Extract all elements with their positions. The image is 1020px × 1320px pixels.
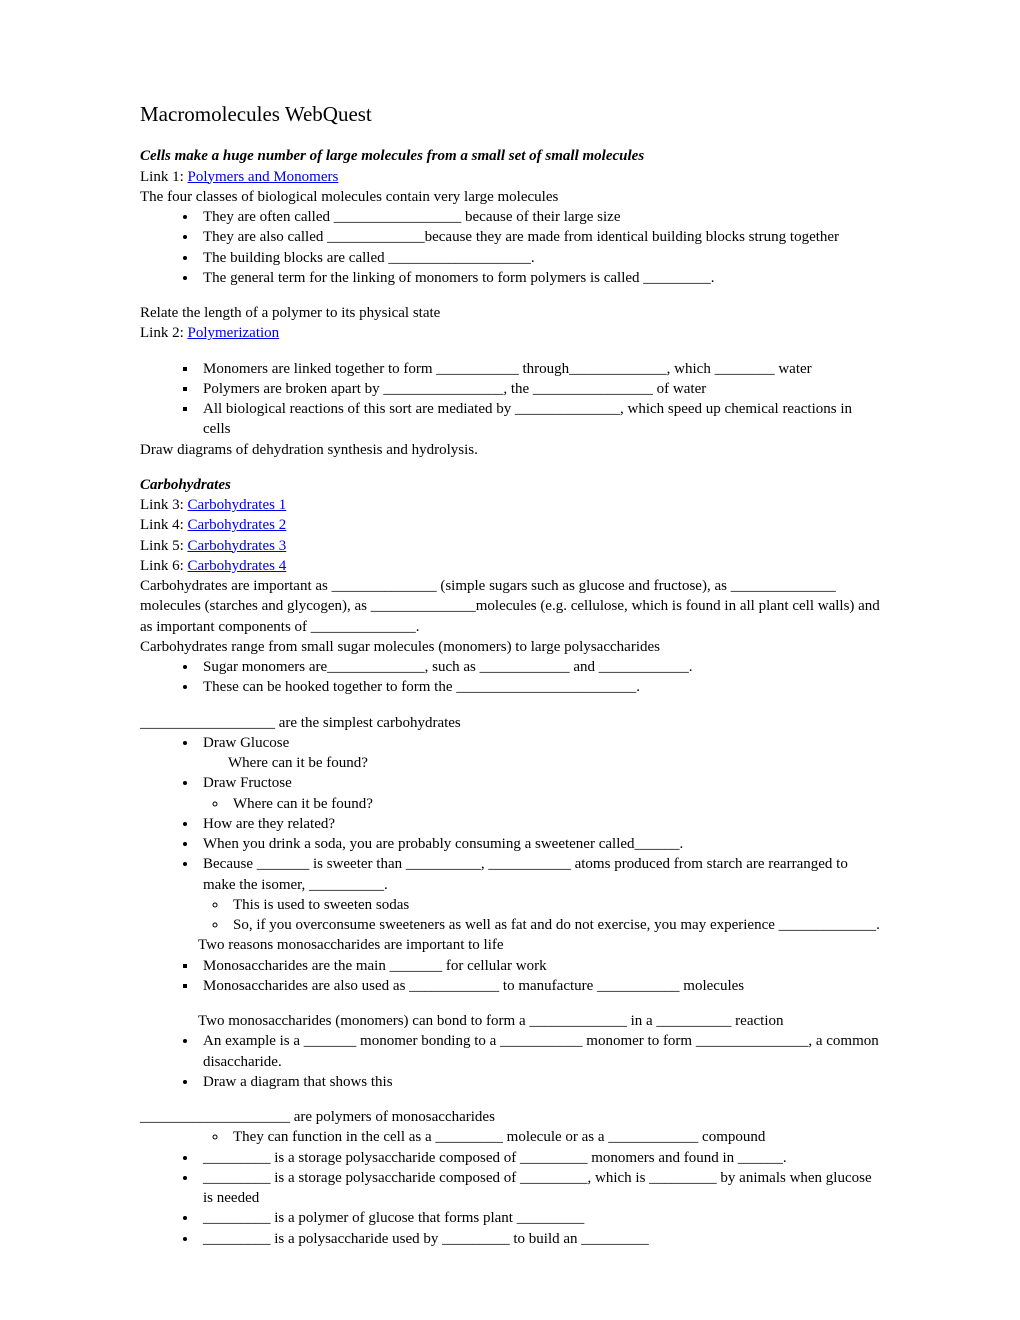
carbs-heading: Carbohydrates — [140, 475, 880, 495]
link6-line: Link 6: Carbohydrates 4 — [140, 556, 880, 576]
overconsume: So, if you overconsume sweeteners as wel… — [228, 915, 880, 935]
section1-bullet: The general term for the linking of mono… — [198, 268, 880, 288]
section2-outro: Draw diagrams of dehydration synthesis a… — [140, 440, 880, 460]
carbs-p2: Carbohydrates range from small sugar mol… — [140, 637, 880, 657]
link4-label: Link 4: — [140, 517, 188, 533]
section2-bullet: Monomers are linked together to form ___… — [198, 359, 880, 379]
two-reasons: Two reasons monosaccharides are importan… — [140, 935, 880, 955]
related-item: How are they related? — [198, 814, 880, 834]
link2-label: Link 2: — [140, 325, 188, 341]
link4[interactable]: Carbohydrates 2 — [188, 517, 287, 533]
link1-label: Link 1: — [140, 169, 188, 185]
polymers-line: ____________________ are polymers of mon… — [140, 1107, 880, 1127]
storage1: _________ is a storage polysaccharide co… — [198, 1148, 880, 1168]
link5[interactable]: Carbohydrates 3 — [188, 538, 287, 554]
link3-line: Link 3: Carbohydrates 1 — [140, 495, 880, 515]
fructose-item: Draw Fructose — [198, 773, 880, 793]
section2-bullet: Polymers are broken apart by ___________… — [198, 379, 880, 399]
link1[interactable]: Polymers and Monomers — [188, 169, 339, 185]
carbs-bullet: Sugar monomers are_____________, such as… — [198, 657, 880, 677]
link1-line: Link 1: Polymers and Monomers — [140, 167, 880, 187]
glucose-sub: Where can it be found? — [140, 753, 880, 773]
section1-bullet: The building blocks are called _________… — [198, 248, 880, 268]
soda-item: When you drink a soda, you are probably … — [198, 834, 880, 854]
function-item: They can function in the cell as a _____… — [228, 1127, 880, 1147]
sweeten-sodas: This is used to sweeten sodas — [228, 895, 880, 915]
link5-line: Link 5: Carbohydrates 3 — [140, 536, 880, 556]
page-title: Macromolecules WebQuest — [140, 100, 880, 128]
link3-label: Link 3: — [140, 497, 188, 513]
draw-diagram: Draw a diagram that shows this — [198, 1072, 880, 1092]
link5-label: Link 5: — [140, 538, 188, 554]
section1-bullet: They are often called _________________ … — [198, 207, 880, 227]
simplest-carbs: __________________ are the simplest carb… — [140, 713, 880, 733]
carbs-p1: Carbohydrates are important as _________… — [140, 576, 880, 637]
section1-heading: Cells make a huge number of large molecu… — [140, 146, 880, 166]
polymer-glucose: _________ is a polymer of glucose that f… — [198, 1208, 880, 1228]
section2-intro: Relate the length of a polymer to its ph… — [140, 303, 880, 323]
section1-intro: The four classes of biological molecules… — [140, 187, 880, 207]
sweeter-item: Because _______ is sweeter than ________… — [198, 854, 880, 895]
link4-line: Link 4: Carbohydrates 2 — [140, 515, 880, 535]
link2-line: Link 2: Polymerization — [140, 323, 880, 343]
reason2: Monosaccharides are also used as _______… — [198, 976, 880, 996]
carbs-bullet: These can be hooked together to form the… — [198, 677, 880, 697]
link2[interactable]: Polymerization — [188, 325, 280, 341]
two-mono: Two monosaccharides (monomers) can bond … — [140, 1011, 880, 1031]
reason1: Monosaccharides are the main _______ for… — [198, 956, 880, 976]
link3[interactable]: Carbohydrates 1 — [188, 497, 287, 513]
fructose-sub: Where can it be found? — [228, 794, 880, 814]
storage2: _________ is a storage polysaccharide co… — [198, 1168, 880, 1209]
used-by: _________ is a polysaccharide used by __… — [198, 1229, 880, 1249]
section2-bullet: All biological reactions of this sort ar… — [198, 399, 880, 440]
example-item: An example is a _______ monomer bonding … — [198, 1031, 880, 1072]
glucose-item: Draw Glucose — [198, 733, 880, 753]
link6-label: Link 6: — [140, 558, 188, 574]
link6[interactable]: Carbohydrates 4 — [188, 558, 287, 574]
section1-bullet: They are also called _____________becaus… — [198, 227, 880, 247]
